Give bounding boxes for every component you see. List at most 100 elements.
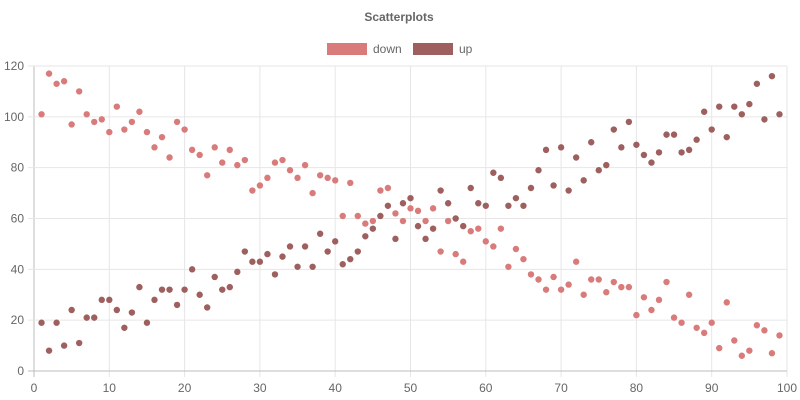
data-point-up [542,146,550,154]
data-point-down [663,278,670,286]
data-point-up [45,347,53,354]
data-point-up [437,187,444,194]
data-point-down [768,350,776,357]
data-point-down [738,352,746,359]
data-point-down [618,283,625,291]
data-point-up [565,187,572,194]
data-point-up [38,319,45,326]
data-point-down [482,238,489,245]
data-point-down [324,174,331,182]
data-point-down [121,126,128,133]
data-point-up [685,146,693,154]
data-point-up [588,139,595,146]
data-point-down [316,172,324,179]
data-point-up [158,286,166,293]
data-point-down [603,289,610,296]
x-tick-label: 80 [630,381,644,395]
data-point-up [362,233,369,240]
grid [28,65,788,377]
data-point-down [505,263,512,270]
data-point-down [467,228,474,235]
data-point-down [437,248,444,255]
data-point-up [633,141,640,148]
data-point-up [106,296,113,304]
data-point-up [776,111,783,118]
data-point-down [588,276,595,283]
data-point-up [226,283,233,291]
legend-swatch [413,43,453,55]
data-point-up [670,131,678,138]
data-point-down [497,225,505,232]
data-point-up [143,319,151,326]
data-point-up [60,342,68,349]
data-point-down [746,347,753,354]
data-point-up [369,225,377,232]
data-point-up [663,131,670,138]
y-tick-label: 100 [4,110,24,124]
data-point-up [512,194,520,202]
data-point-up [332,238,339,245]
data-point-down [369,217,377,225]
data-point-up [535,167,542,174]
data-point-up [354,248,361,255]
data-point-down [520,255,527,263]
data-point-down [580,291,587,298]
data-point-up [166,286,173,293]
legend-item-down[interactable]: down [327,42,402,56]
y-tick-label: 20 [11,313,25,327]
data-point-down [264,174,271,182]
data-point-down [143,128,151,136]
data-point-down [75,88,83,95]
data-point-down [286,167,294,174]
data-point-up [75,339,83,347]
data-point-down [399,217,407,225]
data-point-up [467,184,474,192]
data-point-up [505,202,512,209]
series-down [38,70,783,359]
data-point-up [181,286,188,293]
data-point-up [339,261,346,268]
data-point-down [731,337,738,344]
data-point-up [301,243,309,250]
data-point-up [399,200,407,207]
data-point-up [128,309,136,316]
data-point-down [271,159,279,166]
x-tick-label: 100 [777,381,797,395]
data-point-up [452,215,459,222]
legend-swatch [327,43,367,55]
data-point-down [256,182,264,189]
data-point-up [392,235,399,243]
data-point-up [196,291,203,298]
data-point-down [565,281,572,288]
data-point-up [708,126,715,133]
data-point-down [234,161,241,169]
data-point-down [347,179,354,187]
data-point-up [610,126,618,133]
data-point-down [136,108,143,115]
x-tick-label: 90 [705,381,719,395]
axes: 0 10 20 30 40 50 60 70 80 90 100 0 20 40 60 80 100 120 [4,59,797,395]
data-point-up [219,286,226,293]
data-point-up [618,144,625,151]
data-point-down [339,212,346,220]
data-point-down [309,189,316,197]
data-point-up [700,108,708,115]
data-point-down [249,187,256,194]
data-point-down [211,144,218,151]
data-point-down [527,271,535,278]
data-point-down [83,111,90,118]
data-point-up [234,268,241,276]
data-point-down [550,273,557,281]
data-point-down [753,322,761,329]
data-point-up [241,248,249,255]
x-tick-label: 50 [404,381,418,395]
data-point-down [776,332,783,339]
data-point-up [211,273,218,281]
legend-item-up[interactable]: up [413,42,473,56]
data-point-down [384,184,392,192]
data-point-down [475,225,482,232]
data-point-up [640,151,648,159]
data-point-down [45,70,53,77]
data-point-down [188,146,196,154]
data-point-down [610,278,618,286]
